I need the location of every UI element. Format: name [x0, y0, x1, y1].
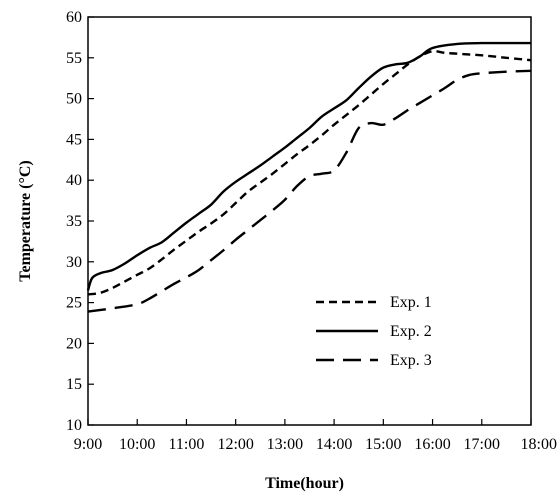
x-axis-title: Time(hour) [265, 475, 344, 492]
x-tick-label: 15:00 [365, 436, 401, 453]
legend-label: Exp. 1 [390, 294, 432, 311]
y-tick-label: 30 [66, 254, 82, 271]
legend-label: Exp. 2 [390, 323, 432, 340]
x-tick-label: 9:00 [74, 436, 102, 453]
legend-label: Exp. 3 [390, 352, 432, 369]
x-tick-label: 14:00 [316, 436, 352, 453]
y-tick-label: 45 [66, 131, 82, 148]
y-tick-label: 25 [66, 295, 82, 312]
y-tick-label: 60 [66, 9, 82, 26]
plot-border [87, 16, 532, 426]
legend: Exp. 1 Exp. 2 Exp. 3 [316, 294, 432, 369]
y-tick-label: 35 [66, 213, 82, 230]
y-tick-label: 15 [66, 376, 82, 393]
y-tick-label: 40 [66, 172, 82, 189]
y-tick-label: 20 [66, 335, 82, 352]
y-tick-label: 50 [66, 91, 82, 108]
x-axis-ticks: 9:00 10:00 11:00 12:00 13:00 14:00 15:00 16:00 1… [74, 419, 557, 453]
x-tick-label: 16:00 [414, 436, 450, 453]
x-tick-label: 10:00 [119, 436, 155, 453]
plot-area [87, 16, 532, 426]
series-lines [86, 41, 532, 313]
y-axis-ticks: 10 15 20 25 30 35 40 45 50 55 60 [66, 9, 94, 434]
series-line-exp-3 [87, 69, 532, 313]
x-tick-label: 13:00 [267, 436, 303, 453]
series-line-exp-2 [86, 41, 531, 291]
x-tick-label: 12:00 [217, 436, 253, 453]
y-axis-title: Temperature (°C) [17, 160, 34, 281]
x-tick-label: 18:00 [521, 436, 557, 453]
x-tick-label: 17:00 [464, 436, 500, 453]
y-tick-label: 10 [66, 417, 82, 434]
x-tick-label: 11:00 [169, 436, 205, 453]
y-tick-label: 55 [66, 50, 82, 67]
series-line-exp-1 [87, 49, 532, 296]
